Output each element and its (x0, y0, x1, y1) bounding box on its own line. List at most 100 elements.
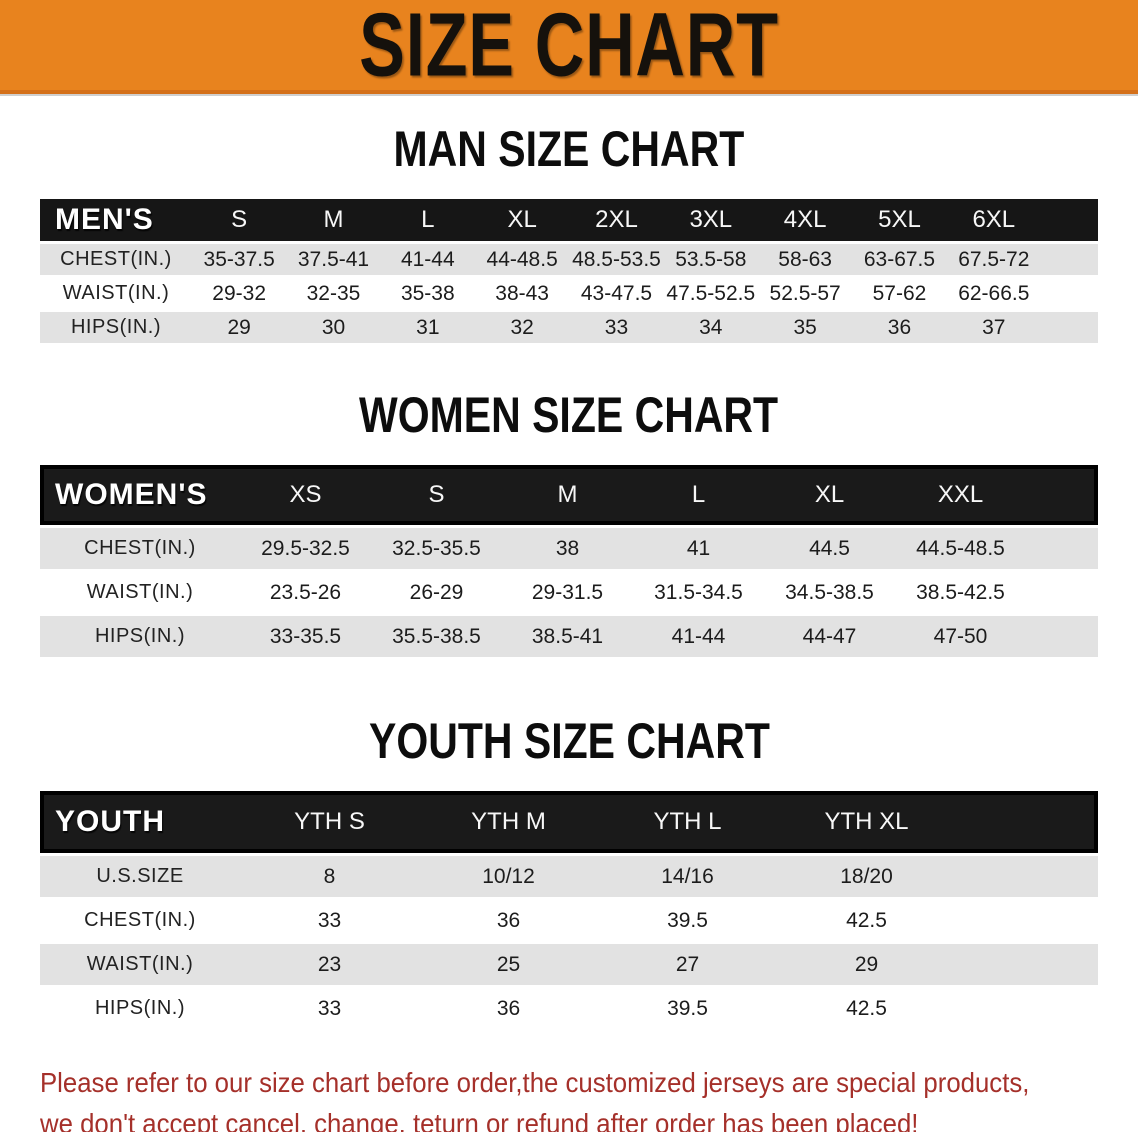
table-row: HIPS(IN.) 33 36 39.5 42.5 (40, 988, 1098, 1029)
row-filler-cell (956, 988, 1098, 1029)
row-filler-cell (1041, 244, 1098, 275)
value-cell: 33 (240, 988, 419, 1029)
row-label: CHEST(IN.) (40, 244, 192, 275)
value-cell: 29 (192, 312, 287, 343)
page-title: SIZE CHART (359, 0, 779, 95)
column-header: 5XL (852, 199, 947, 241)
table-row: WAIST(IN.) 29-32 32-35 35-38 38-43 43-47.5 47.… (40, 278, 1098, 309)
value-cell: 35-38 (380, 278, 475, 309)
value-cell: 42.5 (777, 900, 956, 941)
value-cell: 36 (419, 900, 598, 941)
row-label: WAIST(IN.) (40, 278, 192, 309)
value-cell: 38.5-41 (502, 616, 633, 657)
table-header-row: MEN'S S M L XL 2XL 3XL 4XL 5XL 6XL (40, 199, 1098, 241)
value-cell: 52.5-57 (757, 278, 853, 309)
value-cell: 41 (633, 528, 764, 569)
banner: SIZE CHART (0, 0, 1138, 95)
youth-size-table: YOUTH YTH S YTH M YTH L YTH XL U.S.SIZE 8 10/12… (40, 788, 1098, 1032)
value-cell: 37.5-41 (286, 244, 381, 275)
column-header: 6XL (946, 199, 1041, 241)
column-header: L (380, 199, 475, 241)
column-header: XXL (895, 465, 1026, 525)
value-cell: 33 (240, 900, 419, 941)
value-cell: 57-62 (852, 278, 947, 309)
value-cell: 58-63 (757, 244, 853, 275)
value-cell: 32-35 (286, 278, 381, 309)
table-row: CHEST(IN.) 33 36 39.5 42.5 (40, 900, 1098, 941)
value-cell: 37 (946, 312, 1041, 343)
value-cell: 36 (419, 988, 598, 1029)
value-cell: 35.5-38.5 (371, 616, 502, 657)
row-label: CHEST(IN.) (40, 900, 240, 941)
column-header: YTH S (240, 791, 419, 853)
value-cell: 31 (380, 312, 475, 343)
table-header-row: YOUTH YTH S YTH M YTH L YTH XL (40, 791, 1098, 853)
column-header: M (502, 465, 633, 525)
table-header-row: WOMEN'S XS S M L XL XXL (40, 465, 1098, 525)
value-cell: 8 (240, 856, 419, 897)
value-cell: 31.5-34.5 (633, 572, 764, 613)
value-cell: 62-66.5 (946, 278, 1041, 309)
value-cell: 39.5 (598, 988, 777, 1029)
row-filler-cell (956, 900, 1098, 941)
value-cell: 67.5-72 (946, 244, 1041, 275)
table-row: CHEST(IN.) 29.5-32.5 32.5-35.5 38 41 44.5 44.5… (40, 528, 1098, 569)
column-header: YTH L (598, 791, 777, 853)
row-label: HIPS(IN.) (40, 616, 240, 657)
column-header: 4XL (757, 199, 853, 241)
table-row: CHEST(IN.) 35-37.5 37.5-41 41-44 44-48.5 48.5… (40, 244, 1098, 275)
header-filler-cell (956, 791, 1098, 853)
men-size-table: MEN'S S M L XL 2XL 3XL 4XL 5XL 6XL CHEST(IN.) 35-37… (40, 196, 1098, 346)
table-row: HIPS(IN.) 33-35.5 35.5-38.5 38.5-41 41-44 44-… (40, 616, 1098, 657)
value-cell: 41-44 (633, 616, 764, 657)
men-size-section: MAN SIZE CHART MEN'S S M L XL 2XL 3XL 4XL 5XL 6XL… (0, 120, 1138, 346)
value-cell: 14/16 (598, 856, 777, 897)
row-filler-cell (1041, 278, 1098, 309)
value-cell: 30 (286, 312, 381, 343)
value-cell: 23 (240, 944, 419, 985)
value-cell: 43-47.5 (569, 278, 664, 309)
value-cell: 44-48.5 (474, 244, 570, 275)
header-filler-cell (1026, 465, 1098, 525)
column-header: YTH XL (777, 791, 956, 853)
value-cell: 53.5-58 (663, 244, 758, 275)
youth-section-title-text: YOUTH SIZE CHART (368, 713, 770, 769)
men-section-title: MAN SIZE CHART (0, 120, 1138, 178)
value-cell: 38-43 (474, 278, 570, 309)
table-header-label: YOUTH (40, 791, 240, 853)
women-size-section: WOMEN SIZE CHART WOMEN'S XS S M L XL XXL CHEST(… (0, 386, 1138, 660)
value-cell: 18/20 (777, 856, 956, 897)
value-cell: 33-35.5 (240, 616, 371, 657)
men-section-title-text: MAN SIZE CHART (393, 121, 745, 177)
women-section-title: WOMEN SIZE CHART (0, 386, 1138, 444)
column-header: S (192, 199, 287, 241)
column-header: M (286, 199, 381, 241)
value-cell: 63-67.5 (852, 244, 947, 275)
value-cell: 32 (474, 312, 570, 343)
value-cell: 27 (598, 944, 777, 985)
row-filler-cell (1041, 312, 1098, 343)
women-section-title-text: WOMEN SIZE CHART (359, 387, 779, 443)
value-cell: 48.5-53.5 (569, 244, 664, 275)
value-cell: 34.5-38.5 (764, 572, 895, 613)
column-header: 2XL (569, 199, 664, 241)
disclaimer-line-2: we don't accept cancel, change, teturn o… (40, 1108, 919, 1132)
value-cell: 33 (569, 312, 664, 343)
row-filler-cell (956, 944, 1098, 985)
row-filler-cell (1026, 572, 1098, 613)
table-header-label: MEN'S (40, 199, 192, 241)
women-size-table: WOMEN'S XS S M L XL XXL CHEST(IN.) 29.5-32.5 32.5… (40, 462, 1098, 660)
column-header: XL (764, 465, 895, 525)
youth-section-title: YOUTH SIZE CHART (0, 712, 1138, 770)
value-cell: 26-29 (371, 572, 502, 613)
value-cell: 36 (852, 312, 947, 343)
value-cell: 42.5 (777, 988, 956, 1029)
row-filler-cell (1026, 616, 1098, 657)
value-cell: 10/12 (419, 856, 598, 897)
disclaimer-line-1: Please refer to our size chart before or… (40, 1067, 1030, 1098)
value-cell: 41-44 (380, 244, 475, 275)
value-cell: 29-31.5 (502, 572, 633, 613)
row-label: HIPS(IN.) (40, 988, 240, 1029)
value-cell: 35-37.5 (192, 244, 287, 275)
value-cell: 39.5 (598, 900, 777, 941)
